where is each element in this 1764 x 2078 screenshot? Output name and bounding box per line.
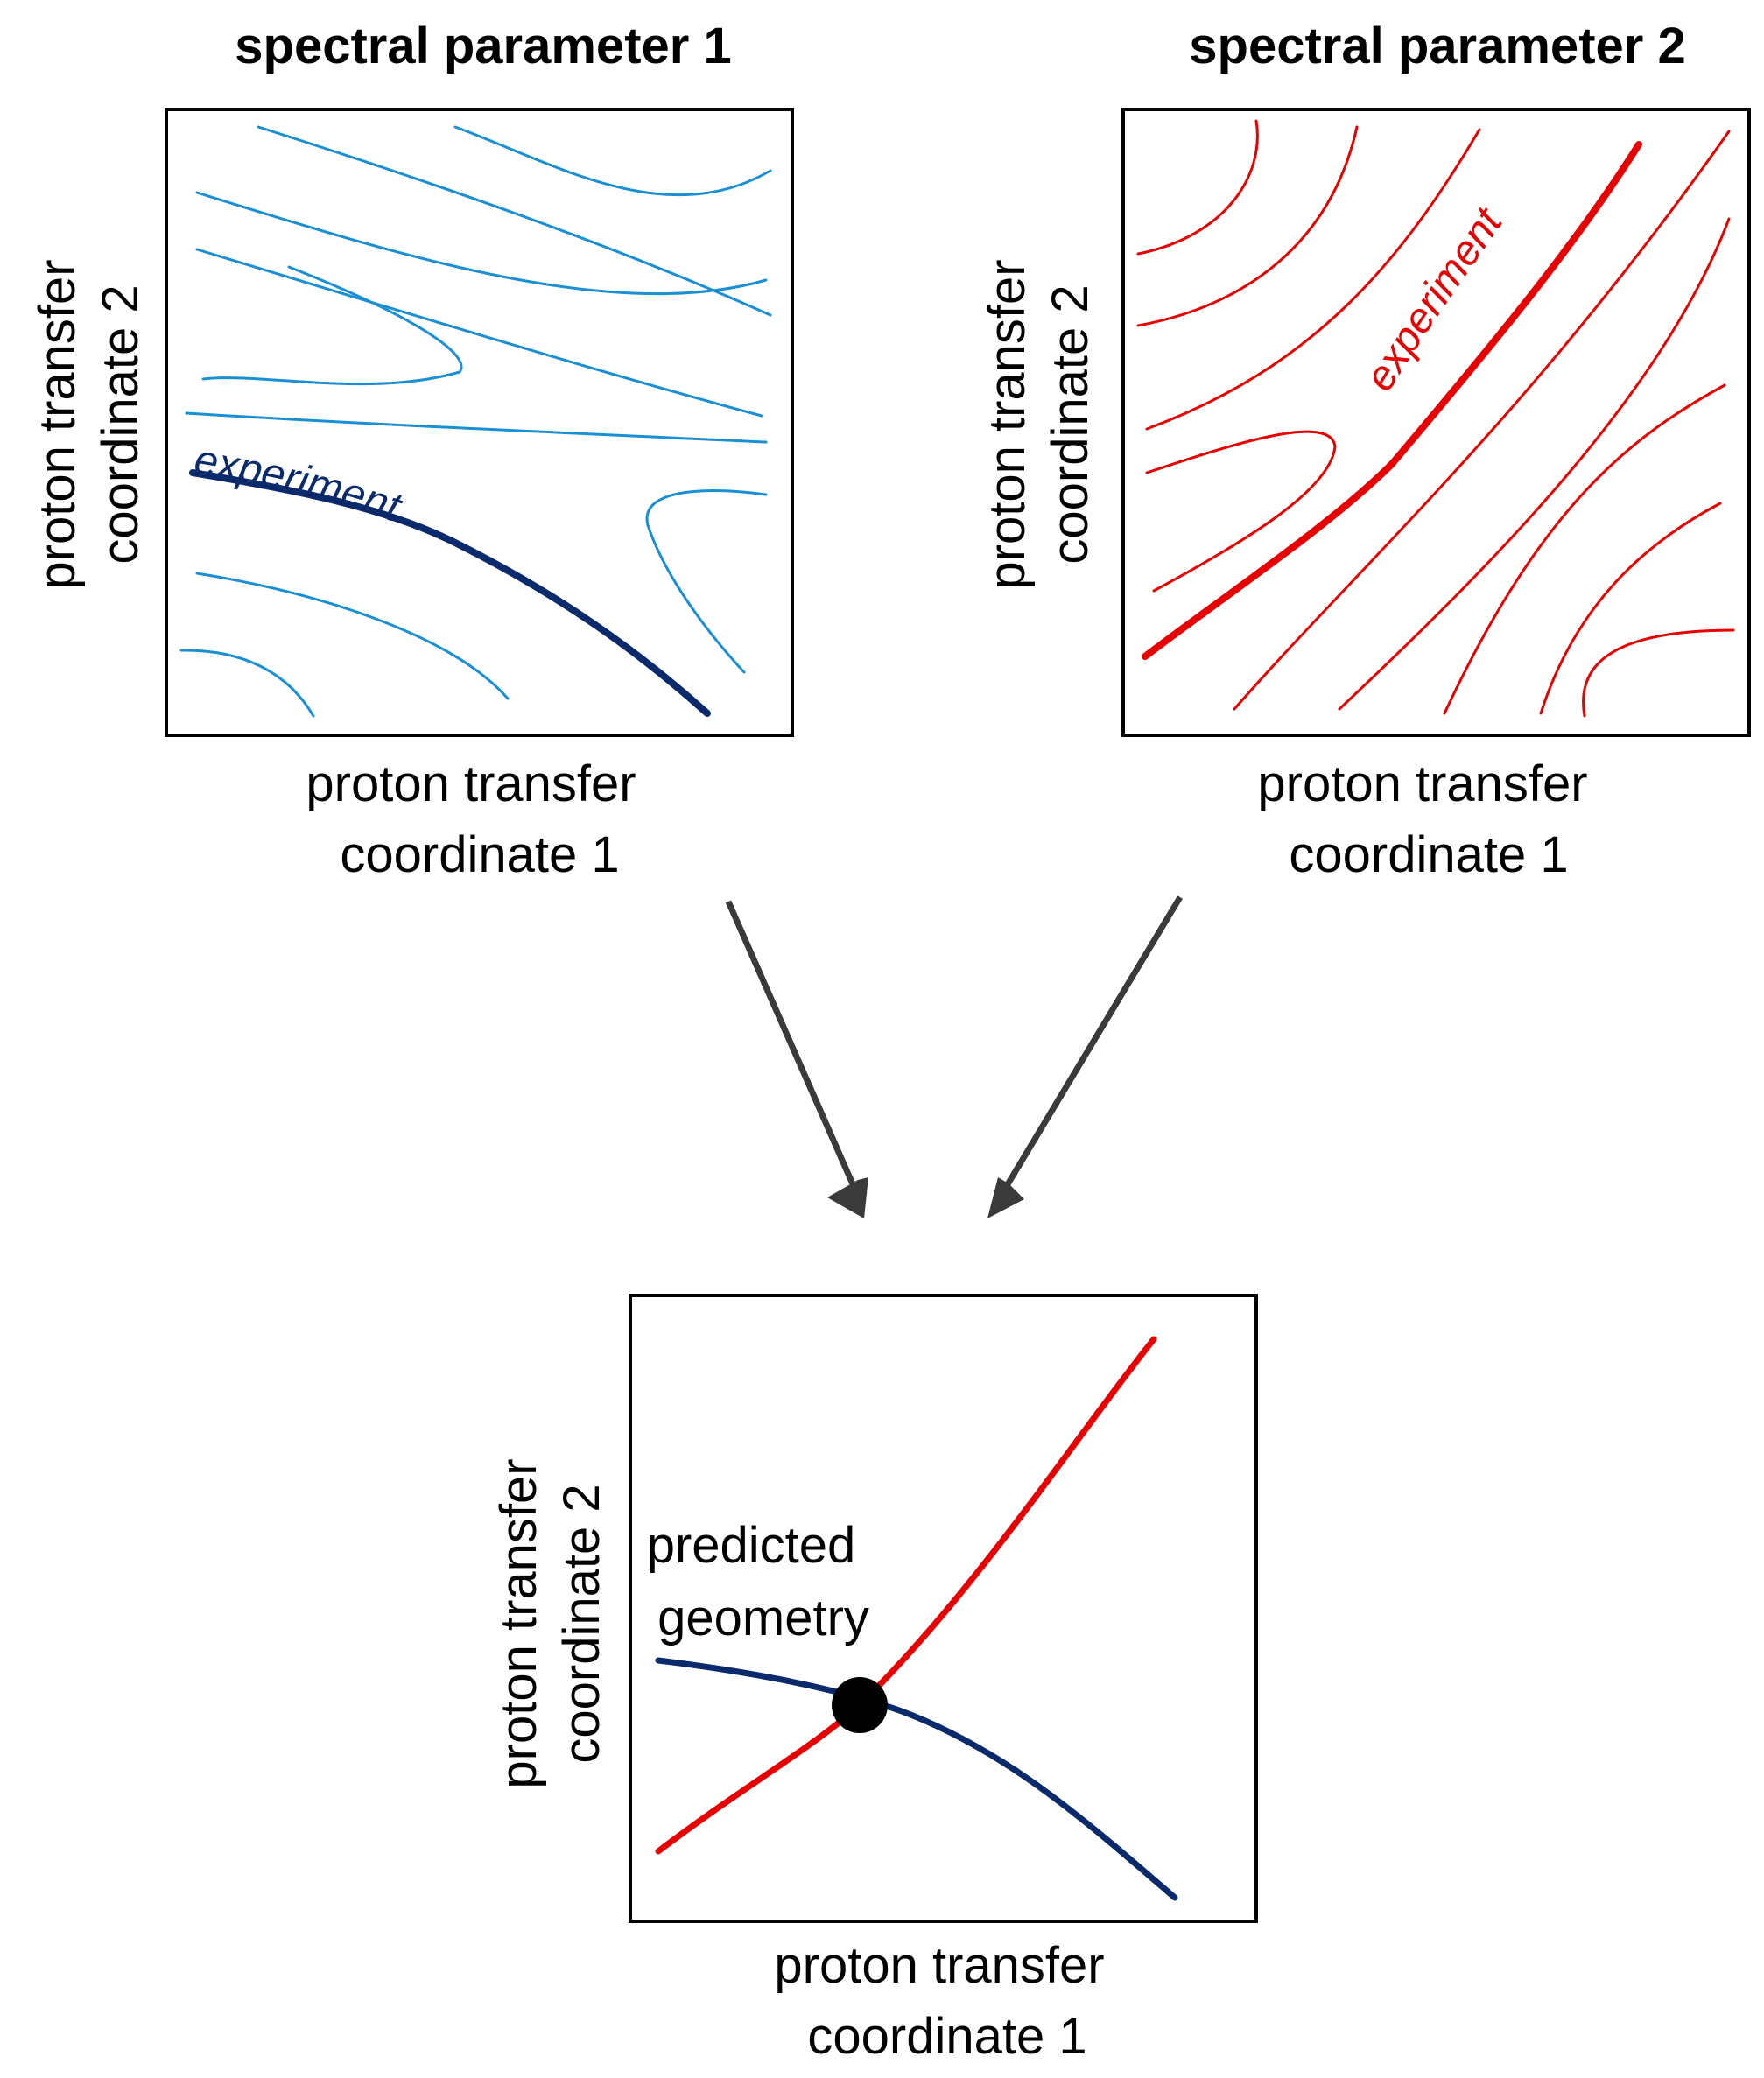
contour-line <box>1145 128 1481 431</box>
contour-line <box>201 265 463 386</box>
x-axis-label: coordinate 1 <box>340 826 619 883</box>
panel-spectral-parameter-1: spectral parameter 1 experiment proton t… <box>29 18 794 883</box>
x-axis-label: proton transfer <box>306 755 636 812</box>
experiment-label: experiment <box>1356 200 1512 399</box>
contour-line <box>1136 125 1359 327</box>
plot-frame <box>1121 108 1751 737</box>
y-axis-label-line1: proton transfer <box>490 1458 547 1788</box>
contour-line <box>185 411 768 444</box>
red-experiment-curve <box>655 1336 1157 1855</box>
y-axis-label-line2: coordinate 2 <box>553 1484 610 1763</box>
contour-line <box>195 191 768 296</box>
y-axis-label-line2: coordinate 2 <box>92 284 149 564</box>
panel-title: spectral parameter 1 <box>235 18 731 74</box>
contour-line <box>453 125 772 197</box>
contour-line <box>195 248 763 418</box>
contour-line <box>1443 383 1726 715</box>
blue-experiment-curve <box>655 1657 1178 1901</box>
experiment-label: experiment <box>191 437 408 531</box>
panel-predicted-geometry: predicted geometry proton transfer coord… <box>490 1294 1258 2065</box>
x-axis-label: coordinate 1 <box>807 2008 1086 2065</box>
y-axis-label-line1: proton transfer <box>979 259 1036 589</box>
y-axis-label-line2: coordinate 2 <box>1042 284 1099 564</box>
y-axis-label: proton transfer coordinate 2 <box>29 259 149 589</box>
x-axis-label: proton transfer <box>774 1937 1104 1994</box>
plot-frame <box>165 108 794 737</box>
y-axis-label: proton transfer coordinate 2 <box>490 1458 610 1788</box>
predicted-geometry-label: geometry <box>657 1590 869 1646</box>
contour-line <box>1136 119 1259 256</box>
contour-lines <box>1136 119 1735 718</box>
plot-frame <box>629 1294 1258 1923</box>
arrowhead-left-icon <box>827 1177 868 1218</box>
experiment-curve <box>189 469 711 717</box>
contour-line <box>179 649 315 718</box>
x-axis-label: coordinate 1 <box>1289 826 1568 883</box>
contour-line <box>1233 130 1731 711</box>
panel-title: spectral parameter 2 <box>1189 18 1685 74</box>
contour-line <box>1582 628 1735 718</box>
predicted-geometry-point <box>832 1677 888 1733</box>
arrowhead-right-icon <box>987 1177 1024 1218</box>
y-axis-label: proton transfer coordinate 2 <box>979 259 1099 589</box>
contour-line <box>1145 430 1337 593</box>
y-axis-label-line1: proton transfer <box>29 259 86 589</box>
predicted-geometry-label: predicted <box>647 1517 856 1574</box>
contour-line <box>1539 502 1722 715</box>
experiment-curve <box>1142 141 1642 660</box>
contour-line <box>645 489 768 674</box>
contour-line <box>1338 217 1731 711</box>
contour-lines <box>179 125 772 718</box>
arrows <box>725 895 1184 1218</box>
x-axis-label: proton transfer <box>1257 755 1587 812</box>
arrow-left <box>725 900 857 1188</box>
panel-spectral-parameter-2: spectral parameter 2 experiment proton t… <box>979 18 1751 883</box>
contour-line <box>195 572 510 700</box>
arrow-right <box>1001 895 1184 1190</box>
contour-line <box>257 125 772 317</box>
